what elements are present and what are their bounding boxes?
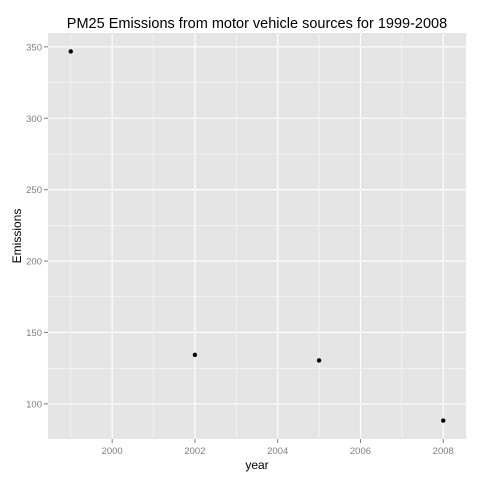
x-tick-label: 2000 [102, 446, 123, 457]
y-axis-title: Emissions [10, 209, 24, 264]
y-tick-label: 100 [26, 399, 42, 410]
x-tick-label: 2008 [433, 446, 454, 457]
y-tick-label: 150 [26, 328, 42, 339]
y-tick-label: 250 [26, 185, 42, 196]
y-axis: 100 150 200 250 300 350 [26, 42, 48, 410]
data-point [193, 353, 197, 357]
x-tick-label: 2004 [267, 446, 288, 457]
data-point [69, 49, 73, 53]
x-axis: 2000 2002 2004 2006 2008 [102, 439, 454, 457]
y-tick-label: 300 [26, 114, 42, 125]
x-axis-title: year [245, 458, 268, 472]
data-point [317, 358, 321, 362]
data-point [441, 418, 445, 422]
chart-title: PM25 Emissions from motor vehicle source… [67, 16, 447, 32]
y-tick-label: 350 [26, 42, 42, 53]
x-tick-label: 2006 [350, 446, 371, 457]
plot-panel [48, 33, 466, 439]
y-tick-label: 200 [26, 257, 42, 268]
x-tick-label: 2002 [184, 446, 205, 457]
